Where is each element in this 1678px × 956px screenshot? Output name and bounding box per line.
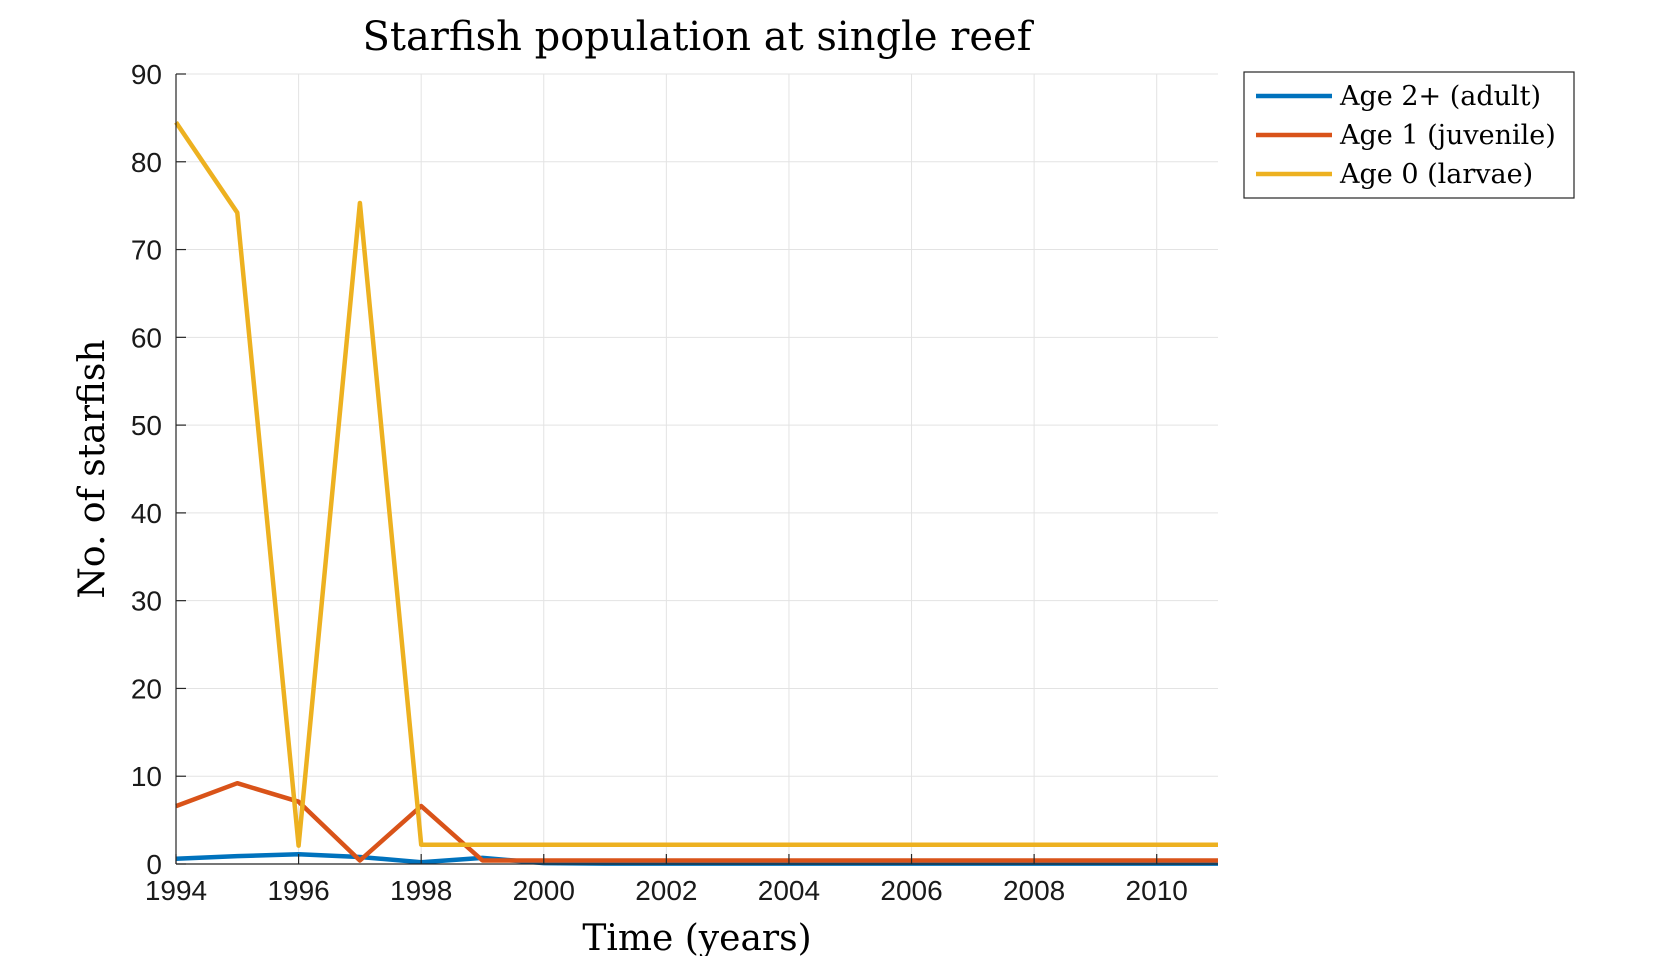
- y-tick-label: 50: [131, 410, 162, 441]
- ticks: 1994 1996 1998 2000 2002 2004 2006 2008 2010 0 10 2…: [131, 59, 1188, 906]
- y-tick-label: 80: [131, 147, 162, 178]
- legend-entry: Age 1 (juvenile): [1339, 120, 1556, 151]
- y-tick-label: 40: [131, 498, 162, 529]
- x-tick-label: 1996: [267, 875, 329, 906]
- series-group: [174, 121, 1218, 866]
- legend-entry: Age 2+ (adult): [1339, 81, 1541, 112]
- x-axis-label: Time (years): [582, 918, 811, 956]
- chart-title: Starfish population at single reef: [362, 14, 1034, 60]
- grid: [175, 73, 1218, 865]
- y-tick-label: 30: [131, 586, 162, 617]
- x-tick-label: 2000: [513, 875, 575, 906]
- y-tick-label: 10: [131, 761, 162, 792]
- y-tick-label: 0: [146, 849, 162, 880]
- y-tick-label: 60: [131, 322, 162, 353]
- y-tick-label: 20: [131, 673, 162, 704]
- y-tick-label: 70: [131, 235, 162, 266]
- series-line-3: [174, 121, 1218, 848]
- axes: [175, 74, 1218, 865]
- x-tick-label: 2008: [1003, 875, 1065, 906]
- x-tick-label: 2004: [758, 875, 820, 906]
- series-line-2: [175, 780, 1218, 863]
- x-tick-label: 1994: [145, 875, 207, 906]
- x-tick-label: 2002: [635, 875, 697, 906]
- y-tick-label: 90: [131, 59, 162, 90]
- legend-entry: Age 0 (larvae): [1339, 159, 1533, 190]
- x-tick-label: 2006: [880, 875, 942, 906]
- legend: Age 2+ (adult) Age 1 (juvenile) Age 0 (lar…: [1243, 71, 1575, 199]
- y-axis-label: No. of starfish: [72, 339, 113, 598]
- x-tick-label: 1998: [390, 875, 452, 906]
- x-tick-label: 2010: [1126, 875, 1188, 906]
